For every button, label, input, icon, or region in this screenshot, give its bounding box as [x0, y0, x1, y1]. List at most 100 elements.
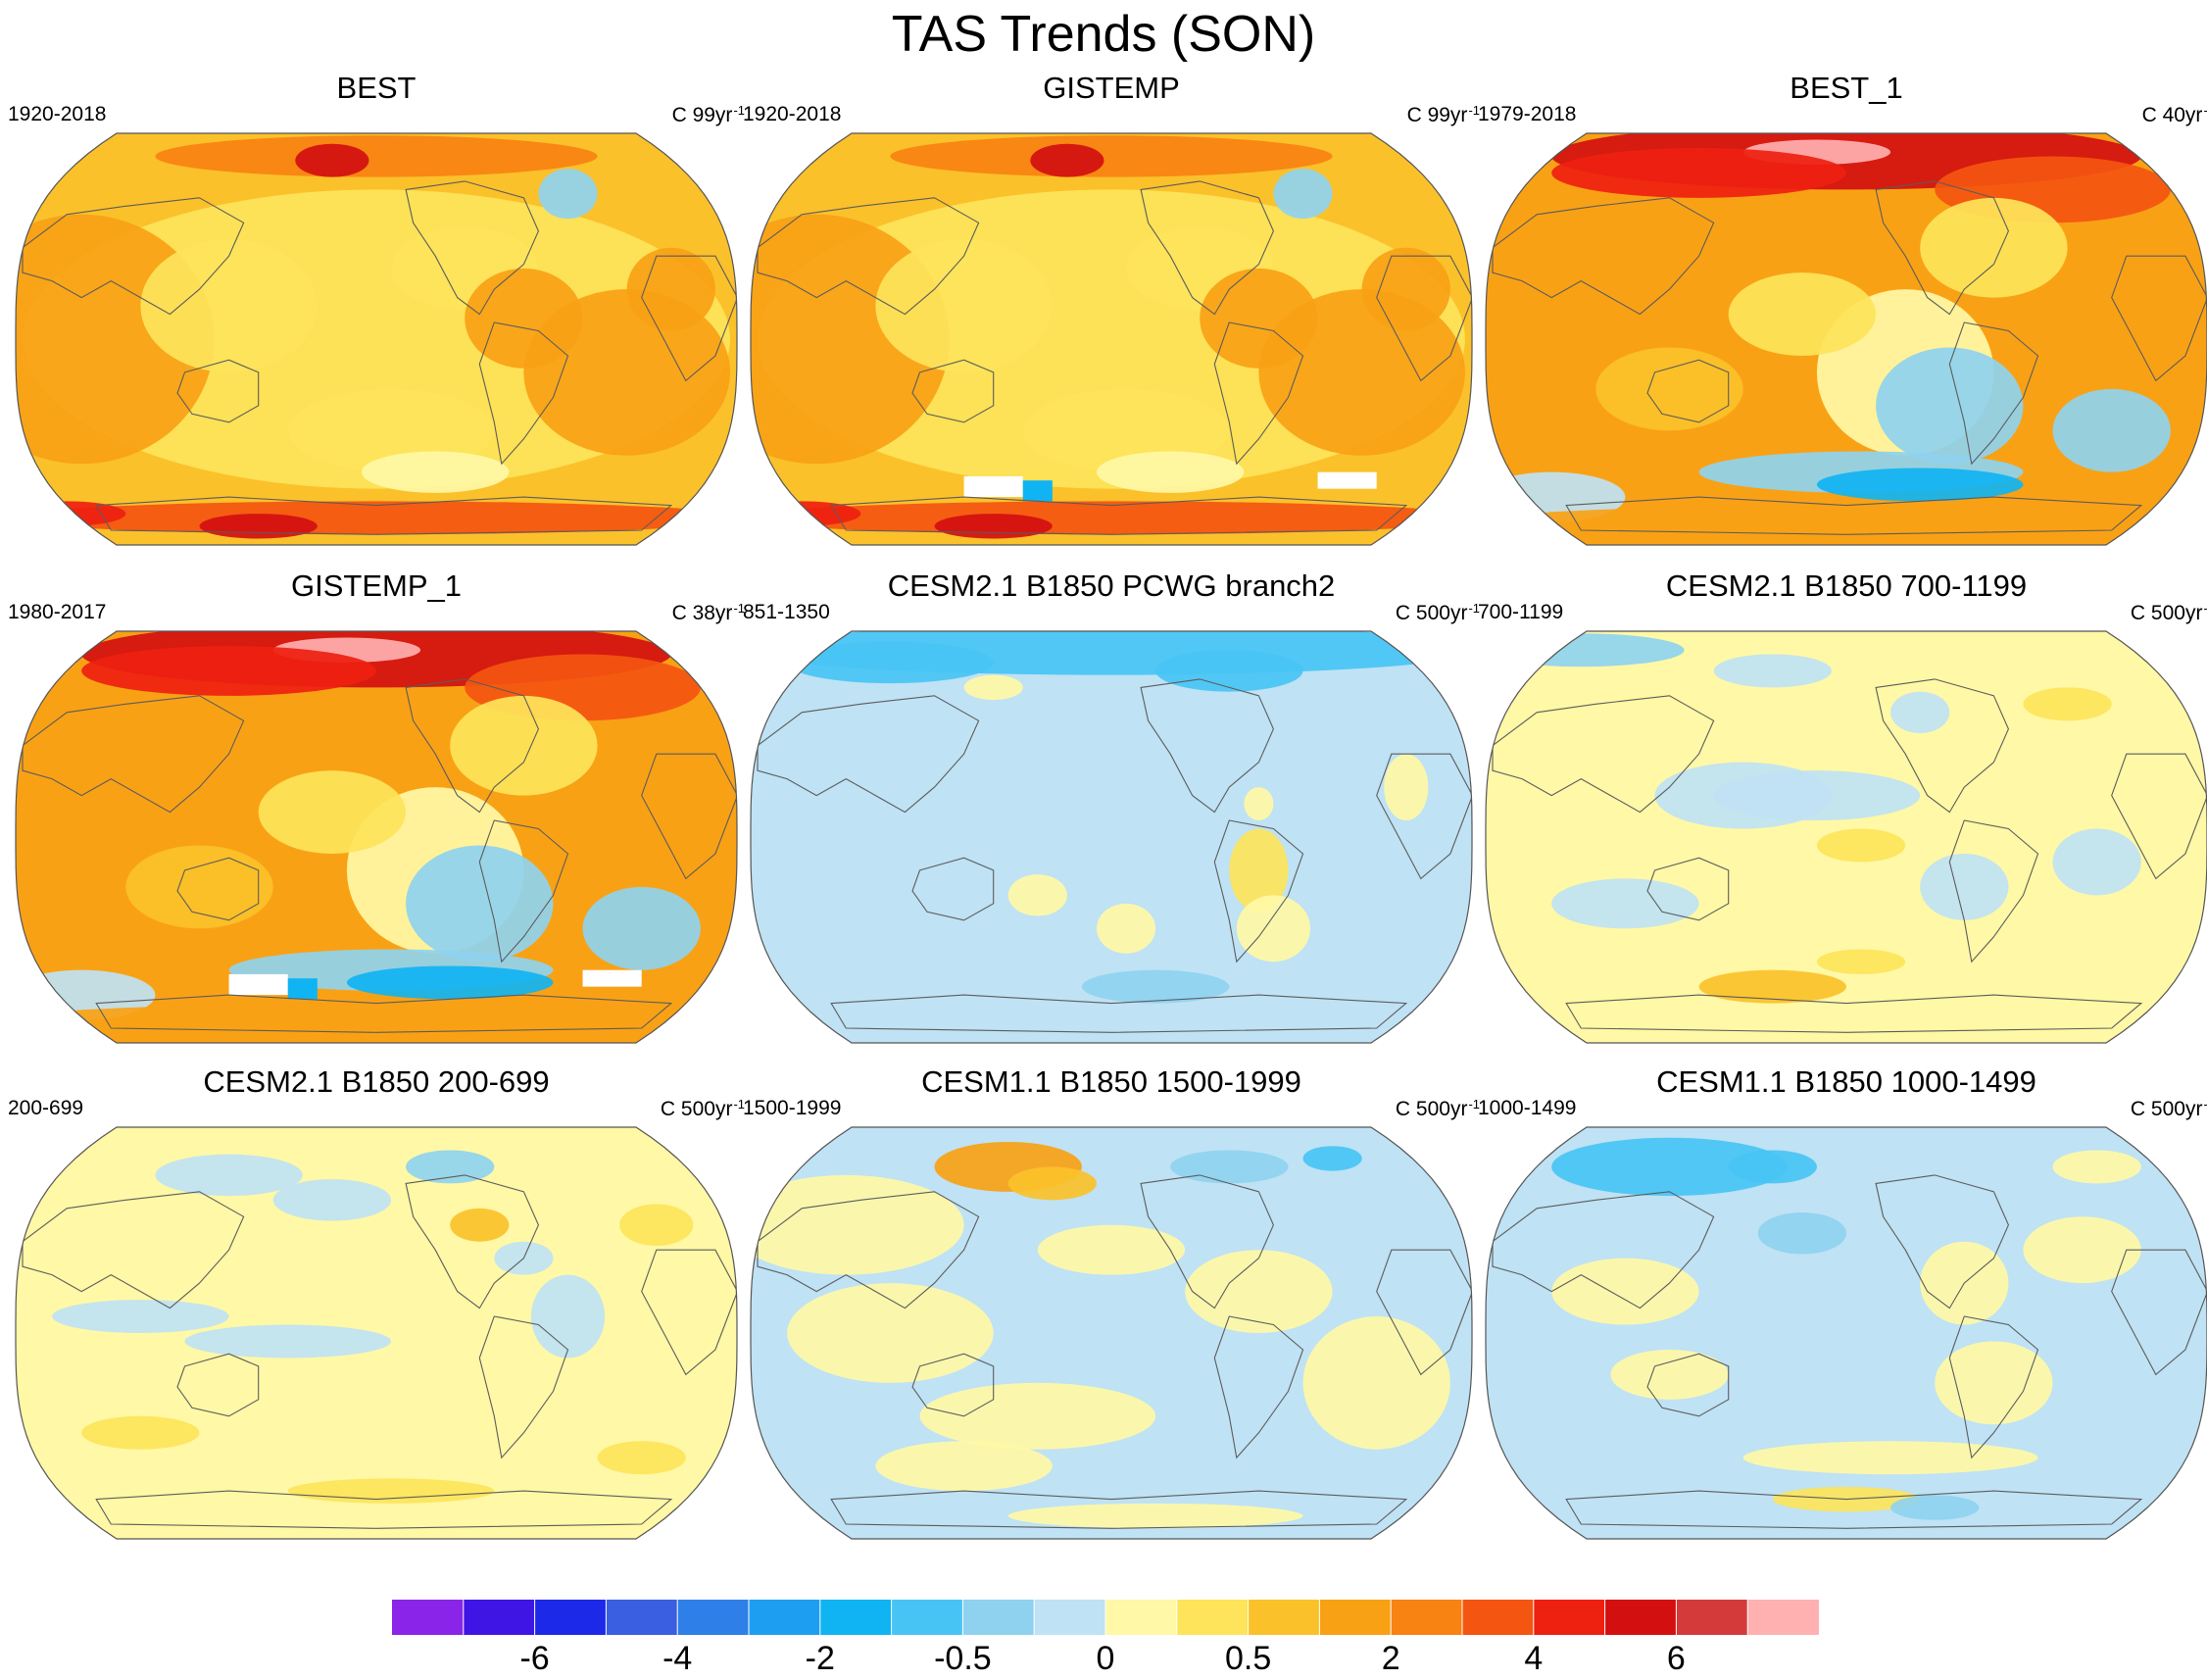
- field-anomaly: [751, 1174, 964, 1275]
- coastline: [1565, 1490, 2143, 1529]
- field-anomaly: [1022, 388, 1230, 472]
- field-anomaly: [1713, 770, 1921, 821]
- period-label: 1920-2018: [8, 103, 107, 125]
- coastline: [1565, 496, 2143, 535]
- coastline: [830, 496, 1408, 535]
- coastline: [1875, 1174, 2010, 1309]
- map-border: [1485, 630, 2207, 1044]
- field-anomaly: [1096, 451, 1245, 493]
- coastline: [911, 359, 995, 423]
- map-panel-7: CESM2.1 B1850 200-699 200-699 C 500yr-1: [8, 1062, 745, 1541]
- missing-data: [582, 969, 642, 987]
- map-panel-2: GISTEMP 1920-2018 C 99yr-1: [743, 69, 1480, 547]
- field-anomaly: [184, 1324, 392, 1359]
- units-exponent: -1: [2203, 103, 2207, 118]
- trend-length: 500yr: [2150, 602, 2203, 624]
- colorbar-swatch: [606, 1600, 678, 1635]
- robinson-map: [750, 132, 1473, 546]
- map-border: [15, 132, 738, 546]
- colorbar-tick-label: -4: [662, 1640, 693, 1677]
- map-panel-9: CESM1.1 B1850 1000-1499 1000-1499 C 500y…: [1478, 1062, 2207, 1541]
- colorbar-swatch: [677, 1600, 750, 1635]
- field-anomaly: [81, 1415, 200, 1450]
- field-anomaly: [1890, 1495, 1980, 1520]
- coastline: [405, 180, 540, 316]
- map-border: [750, 630, 1473, 1044]
- field-anomaly: [258, 770, 407, 854]
- map-panel-5: CESM2.1 B1850 PCWG branch2 851-1350 C 50…: [743, 567, 1480, 1045]
- coastline: [641, 1249, 737, 1376]
- missing-data: [1317, 471, 1377, 489]
- colorbar-swatch: [1391, 1600, 1463, 1635]
- trend-length: 40yr: [2162, 104, 2203, 126]
- coastline: [1646, 1353, 1730, 1417]
- colorbar-tick-label: 0.5: [1224, 1640, 1272, 1677]
- field-anomaly: [1007, 1503, 1303, 1529]
- field-anomaly: [619, 1204, 694, 1246]
- field-anomaly: [1713, 654, 1832, 688]
- trend-length: 500yr: [1415, 1098, 1468, 1120]
- units-exponent: -1: [733, 601, 745, 616]
- figure-title: TAS Trends (SON): [891, 6, 1316, 63]
- field-anomaly: [1185, 1250, 1333, 1333]
- colorbar-tick-label: -0.5: [934, 1640, 992, 1677]
- colorbar-swatch: [1604, 1600, 1677, 1635]
- units-label: C 99yr-1: [672, 98, 745, 128]
- field-anomaly: [1551, 878, 1699, 929]
- field-anomaly: [1551, 1258, 1699, 1325]
- field-anomaly: [787, 1283, 994, 1383]
- units-label: C 500yr-1: [2131, 1092, 2207, 1122]
- colorbar-swatch: [1747, 1600, 1819, 1635]
- coastline: [757, 1191, 980, 1309]
- field-anomaly: [52, 1300, 229, 1333]
- coastline: [911, 1353, 995, 1417]
- period-label: 1500-1999: [743, 1097, 842, 1119]
- field-anomaly: [1361, 247, 1450, 331]
- field-anomaly: [890, 135, 1333, 177]
- colorbar-swatch: [1105, 1600, 1178, 1635]
- coastline: [22, 695, 245, 814]
- robinson-map: [15, 630, 738, 1044]
- map-panel-1: BEST 1920-2018 C 99yr-1: [8, 69, 745, 547]
- coastline: [176, 857, 260, 921]
- coastline: [1492, 197, 1715, 316]
- field-anomaly: [1030, 143, 1104, 177]
- period-label: 851-1350: [743, 601, 830, 623]
- field-anomaly: [1610, 1349, 1729, 1400]
- coastline: [405, 1174, 540, 1309]
- field-anomaly: [1236, 895, 1311, 963]
- field-anomaly: [287, 388, 495, 472]
- panel-title: CESM1.1 B1850 1500-1999: [921, 1064, 1301, 1099]
- field-anomaly: [1935, 1341, 2053, 1425]
- field-anomaly: [450, 695, 598, 796]
- field-anomaly: [1816, 828, 1906, 863]
- field-anomaly: [2052, 1150, 2141, 1184]
- colorbar-swatch: [962, 1600, 1035, 1635]
- cool-cell: [1022, 480, 1053, 502]
- panel-title: CESM2.1 B1850 700-1199: [1665, 568, 2028, 603]
- colorbar-swatch: [1034, 1600, 1106, 1635]
- coastline: [1875, 180, 2010, 316]
- coastline: [911, 857, 995, 921]
- field-anomaly: [1890, 691, 1950, 733]
- coastline: [1140, 180, 1275, 316]
- field-anomaly: [450, 1208, 510, 1242]
- coastline: [1948, 819, 2039, 964]
- coastline: [22, 197, 245, 316]
- field-anomaly: [1757, 1212, 1846, 1255]
- panel-title: GISTEMP_1: [291, 568, 462, 603]
- coastline: [1376, 255, 1472, 382]
- coastline: [95, 994, 673, 1033]
- units-label: C 99yr-1: [1407, 98, 1480, 128]
- panel-title: CESM1.1 B1850 1000-1499: [1656, 1064, 2036, 1099]
- field-anomaly: [1244, 787, 1274, 821]
- field-anomaly: [16, 214, 215, 465]
- units-exponent: -1: [733, 103, 745, 118]
- field-anomaly: [16, 1003, 737, 1037]
- colorbar-swatch: [463, 1600, 536, 1635]
- missing-data: [228, 973, 288, 996]
- field-anomaly: [934, 514, 1053, 539]
- coastline: [405, 678, 540, 814]
- field-anomaly: [406, 1150, 495, 1184]
- robinson-map: [750, 630, 1473, 1044]
